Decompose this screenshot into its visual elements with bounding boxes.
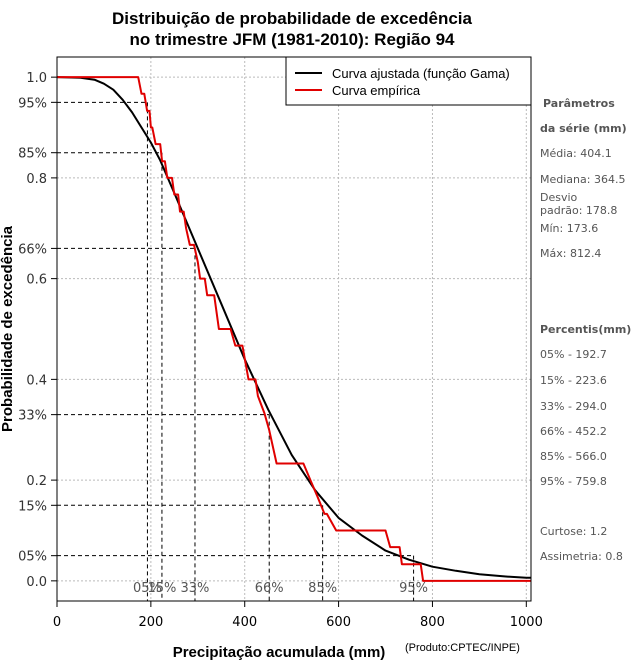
- x-tick-label: 0: [53, 615, 61, 630]
- credit-text: (Produto:CPTEC/INPE): [405, 642, 520, 654]
- stats-panel: Parâmetros da série (mm) Média: 404.1 Me…: [540, 97, 631, 563]
- stat-max: Máx: 812.4: [540, 247, 601, 260]
- percentile-guides: [57, 101, 415, 601]
- series-lines: [56, 76, 531, 582]
- percentil-85: 85% - 566.0: [540, 450, 607, 463]
- x-axis: 0 200 400 600 800 1000: [53, 601, 543, 630]
- chart-subtitle: no trimestre JFM (1981-2010): Região 94: [129, 30, 455, 49]
- x-axis-label: Precipitação acumulada (mm): [173, 644, 386, 660]
- plot-frame: [56, 56, 532, 602]
- stat-mediana: Mediana: 364.5: [540, 173, 625, 186]
- y-tick-label: 33%: [18, 409, 47, 424]
- chart-title: Distribuição de probabilidade de excedên…: [112, 9, 472, 28]
- y-tick-label: 05%: [18, 550, 47, 565]
- y-tick-label: 95%: [18, 96, 47, 111]
- percentis-title: Percentis(mm): [540, 323, 631, 336]
- legend-item-empirical: Curva empírica: [332, 83, 421, 98]
- stat-media: Média: 404.1: [540, 147, 612, 160]
- y-tick-label: 1.0: [26, 71, 47, 86]
- y-axis: 1.0 95% 85% 0.8 66% 0.6 0.4 33% 0.2 15% 05% 0.0: [18, 71, 57, 590]
- percentil-33: 33% - 294.0: [540, 400, 607, 413]
- stat-curtose: Curtose: 1.2: [540, 525, 607, 538]
- legend-box: [285, 56, 532, 106]
- y-tick-label: 0.6: [26, 273, 47, 288]
- legend: Curva ajustada (função Gama) Curva empír…: [285, 56, 532, 106]
- percentil-95: 95% - 759.8: [540, 475, 607, 488]
- stat-min: Mín: 173.6: [540, 222, 598, 235]
- stat-desvio-line1: Desvio: [540, 191, 578, 204]
- y-tick-label: 0.4: [26, 373, 47, 388]
- percentile-x-label: 66%: [255, 581, 284, 596]
- x-tick-label: 600: [326, 615, 351, 630]
- stat-desvio-line2: padrão: 178.8: [540, 204, 617, 217]
- x-tick-label: 400: [232, 615, 257, 630]
- y-tick-label: 15%: [18, 499, 47, 514]
- percentile-x-label: 05%: [133, 581, 162, 596]
- y-tick-label: 0.0: [26, 575, 47, 590]
- legend-item-fitted: Curva ajustada (função Gama): [332, 66, 510, 81]
- x-tick-label: 200: [138, 615, 163, 630]
- series-line-empirical: [57, 76, 531, 582]
- y-tick-label: 0.8: [26, 172, 47, 187]
- params-title-line1: Parâmetros: [543, 97, 615, 110]
- percentil-15: 15% - 223.6: [540, 374, 607, 387]
- stat-assimetria: Assimetria: 0.8: [540, 550, 623, 563]
- percentile-x-label: 85%: [308, 581, 337, 596]
- x-tick-label: 800: [420, 615, 445, 630]
- percentile-labels: 05%15% 33% 66% 85% 95%: [133, 581, 428, 596]
- percentile-x-label: 33%: [181, 581, 210, 596]
- y-tick-label: 85%: [18, 147, 47, 162]
- percentile-x-label: 15%: [147, 581, 176, 596]
- x-tick-label: 1000: [510, 615, 543, 630]
- grid-lines: [56, 57, 531, 601]
- y-axis-label: Probabilidade de excedência: [0, 225, 16, 432]
- params-title-line2: da série (mm): [540, 122, 627, 135]
- percentil-05: 05% - 192.7: [540, 348, 607, 361]
- percentile-x-label: 95%: [399, 581, 428, 596]
- y-tick-label: 66%: [18, 242, 47, 257]
- y-tick-label: 0.2: [26, 474, 47, 489]
- percentil-66: 66% - 452.2: [540, 425, 607, 438]
